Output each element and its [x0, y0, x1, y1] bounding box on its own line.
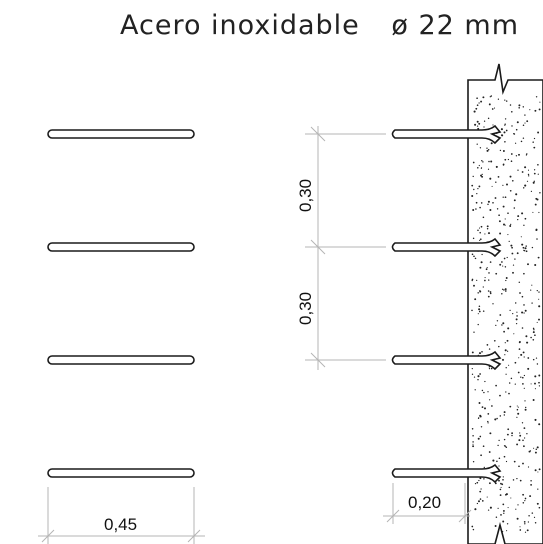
concrete-wall [467, 63, 543, 544]
rung-front-2 [47, 242, 195, 252]
spacing-2-label: 0,30 [296, 292, 315, 325]
spacing-dimension [305, 126, 386, 370]
drawing-title: Acero inoxidable ø 22 mm [120, 10, 543, 41]
rung-side-4 [391, 463, 502, 484]
diameter-label: ø 22 mm [391, 10, 520, 41]
concrete-hatch [471, 95, 541, 533]
rung-front-1 [47, 129, 195, 139]
wall-outline [467, 63, 543, 544]
rung-front-3 [47, 355, 195, 365]
rung-front-4 [47, 468, 195, 478]
width-dimension [38, 487, 205, 544]
rung-side-1 [391, 124, 502, 145]
spacing-1-label: 0,30 [296, 179, 315, 212]
material-label: Acero inoxidable [120, 10, 360, 41]
front-view-rungs [47, 129, 195, 478]
width-dimension-label: 0,45 [104, 515, 137, 534]
rung-side-3 [391, 350, 502, 371]
offset-dimension-label: 0,20 [408, 493, 441, 512]
offset-dimension [383, 483, 472, 524]
rung-side-2 [391, 237, 502, 258]
side-view-rungs [391, 124, 502, 484]
